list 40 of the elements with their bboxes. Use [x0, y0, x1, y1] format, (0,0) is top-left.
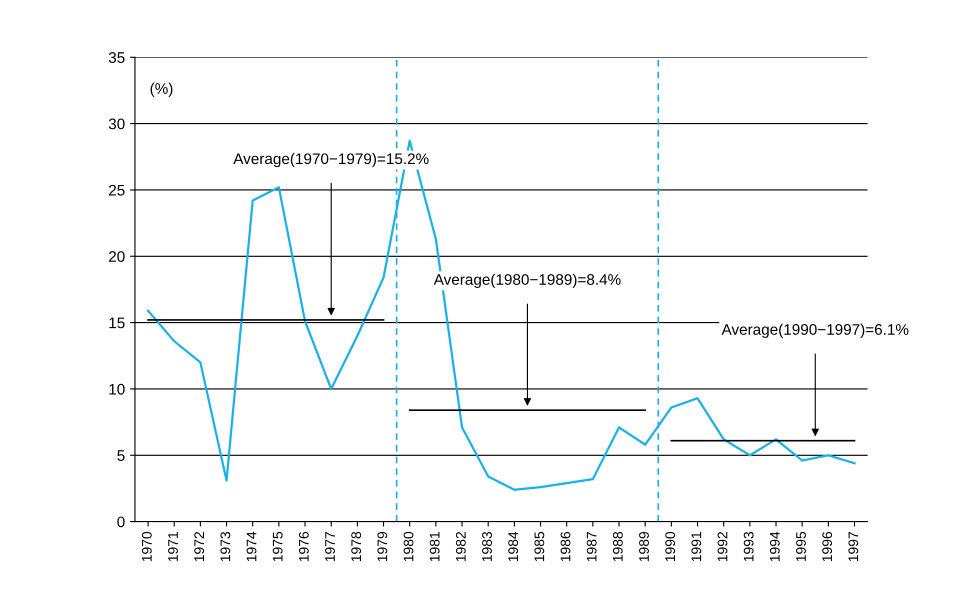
y-axis-title: (%) [150, 82, 172, 97]
y-tick-label: 30 [108, 118, 125, 130]
y-tick-label: 5 [117, 450, 125, 461]
x-tick-label: 1987 [586, 532, 597, 562]
x-tick-label: 1989 [639, 532, 649, 562]
x-tick-label: 1981 [430, 532, 440, 562]
y-tick-label: 25 [109, 184, 125, 196]
x-tick-label: 1976 [298, 532, 309, 562]
y-tick-label: 0 [117, 516, 125, 528]
x-tick-label: 1985 [534, 532, 544, 562]
y-tick-label: 35 [108, 52, 125, 63]
x-tick-label: 1977 [325, 532, 335, 562]
y-tick-label: 10 [109, 384, 125, 395]
x-tick-label: 1983 [482, 532, 492, 562]
x-tick-label: 1978 [351, 532, 362, 562]
x-tick-label: 1991 [691, 532, 702, 562]
x-tick-label: 1973 [220, 532, 230, 562]
x-tick-label: 1971 [168, 532, 178, 562]
x-tick-label: 1993 [744, 532, 754, 562]
x-tick-label: 1984 [508, 532, 518, 562]
x-tick-label: 1995 [796, 532, 806, 562]
annotation: Average(1990−1997)=6.1% [722, 324, 908, 338]
annotation: Average(1980−1989)=8.4% [434, 274, 621, 288]
x-tick-label: 1997 [848, 532, 858, 562]
x-tick-label: 1996 [822, 532, 832, 562]
annotation: Average(1970−1979)=15.2% [233, 152, 429, 168]
x-tick-label: 1994 [770, 532, 780, 562]
x-tick-label: 1982 [456, 532, 466, 562]
x-tick-label: 1990 [665, 532, 676, 562]
x-tick-label: 1970 [142, 532, 152, 562]
y-tick-label: 15 [109, 318, 125, 328]
x-tick-label: 1975 [272, 532, 283, 562]
y-tick-label: 20 [109, 251, 125, 262]
x-tick-label: 1986 [560, 532, 570, 562]
x-tick-label: 1980 [404, 532, 414, 562]
x-tick-label: 1979 [377, 532, 388, 562]
x-tick-label: 1972 [194, 532, 204, 562]
x-tick-label: 1992 [718, 532, 728, 562]
x-tick-label: 1988 [612, 532, 623, 562]
x-tick-label: 1974 [246, 532, 256, 562]
